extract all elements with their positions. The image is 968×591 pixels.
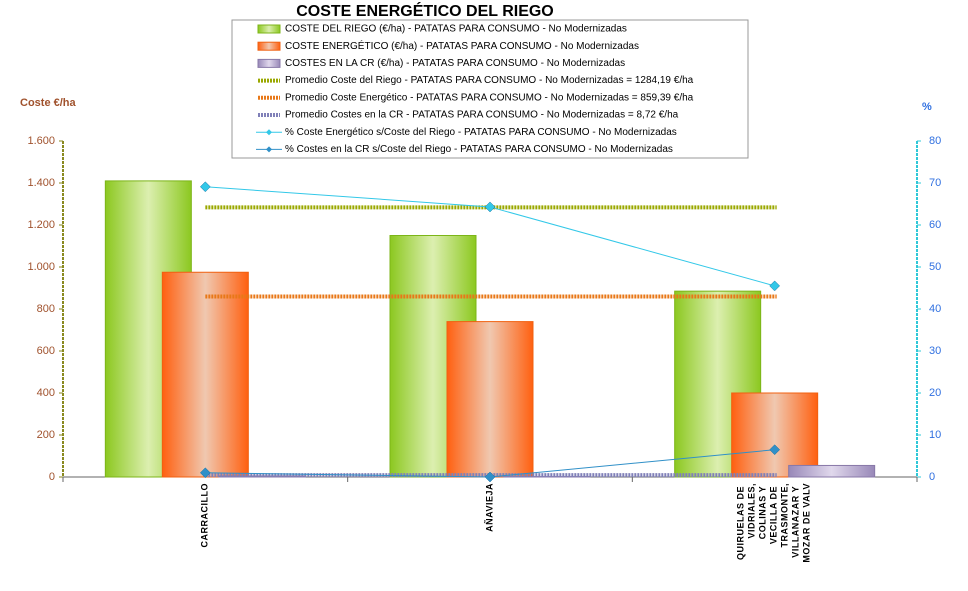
y2-tick-label: 50 [929, 261, 941, 273]
y2-tick-label: 80 [929, 135, 941, 147]
y-tick-label: 400 [37, 387, 55, 399]
bar [788, 464, 876, 478]
y2-tick-label: 60 [929, 219, 941, 231]
y2-tick-label: 20 [929, 387, 941, 399]
line-marker [484, 201, 496, 213]
y-tick-label: 1.200 [27, 219, 55, 231]
line-marker [199, 181, 211, 193]
y2-tick-label: 10 [929, 429, 941, 441]
line-marker [769, 444, 781, 456]
legend-marker [266, 129, 272, 136]
legend-swatch [257, 24, 281, 34]
legend-box [231, 19, 749, 159]
legend-marker [266, 146, 272, 153]
x-tick-label: CARRACILLO [200, 483, 210, 548]
y-tick-label: 1.400 [27, 177, 55, 189]
line-marker [769, 280, 781, 292]
y2-tick-label: 70 [929, 177, 941, 189]
legend-swatch [257, 41, 281, 51]
y-tick-label: 600 [37, 345, 55, 357]
chart-title: COSTE ENERGÉTICO DEL RIEGO [296, 1, 554, 20]
y-tick-label: 0 [49, 471, 55, 483]
y-tick-label: 1.000 [27, 261, 55, 273]
x-tick-label: AÑAVIEJA [484, 483, 494, 532]
legend-label: % Costes en la CR s/Coste del Riego - PA… [285, 144, 673, 155]
legend-label: Promedio Coste del Riego - PATATAS PARA … [285, 75, 694, 86]
bar [161, 271, 249, 478]
legend-label: Promedio Coste Energético - PATATAS PARA… [285, 92, 694, 103]
y-tick-label: 200 [37, 429, 55, 441]
bar [446, 321, 534, 478]
y2-tick-label: 40 [929, 303, 941, 315]
x-tick-label: QUIRUELAS DE VIDRIALES,COLINAS Y VECILLA… [736, 483, 812, 563]
y2-tick-label: 0 [929, 471, 935, 483]
line-marker [484, 471, 496, 483]
y-tick-label: 800 [37, 303, 55, 315]
y-axis-title: Coste €/ha [20, 97, 77, 109]
bar [731, 392, 819, 478]
y2-tick-label: 30 [929, 345, 941, 357]
y2-axis-title: % [922, 101, 932, 113]
legend-label: % Coste Energético s/Coste del Riego - P… [285, 127, 677, 138]
line-marker [199, 467, 211, 479]
legend-label: COSTE ENERGÉTICO (€/ha) - PATATAS PARA C… [285, 39, 639, 52]
legend-label: COSTES EN LA CR (€/ha) - PATATAS PARA CO… [285, 58, 625, 69]
legend-label: Promedio Costes en la CR - PATATAS PARA … [285, 110, 679, 121]
legend-label: COSTE DEL RIEGO (€/ha) - PATATAS PARA CO… [285, 24, 627, 35]
legend-swatch [257, 58, 281, 68]
y-tick-label: 1.600 [27, 135, 55, 147]
